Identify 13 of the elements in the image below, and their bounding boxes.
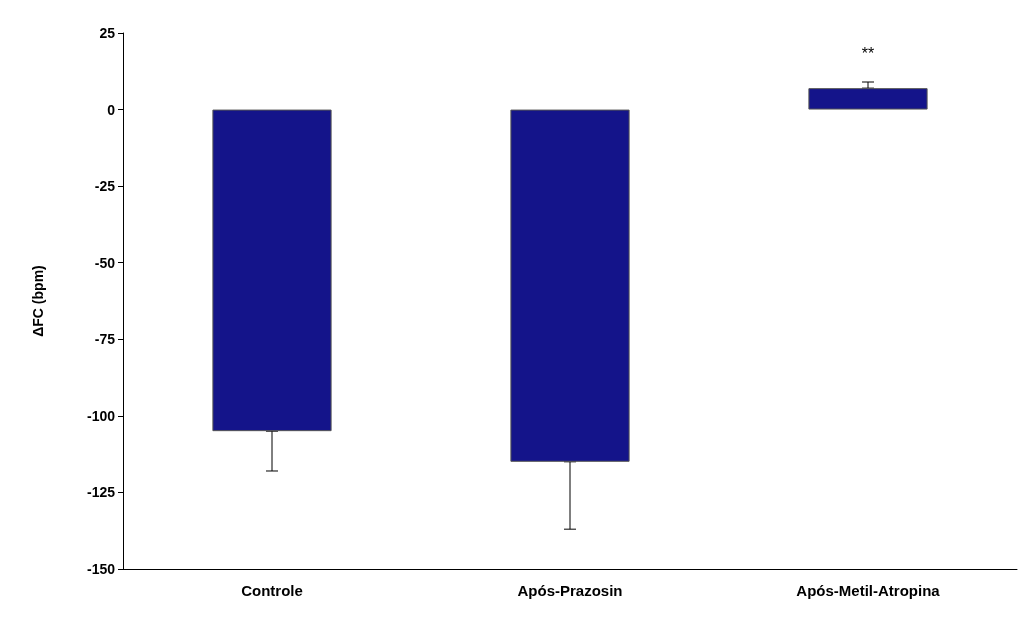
y-tick-label: 0 <box>107 101 116 118</box>
x-tick-label: Após-Prazosin <box>517 582 623 599</box>
x-tick-label: Após-Metil-Atropina <box>796 582 941 599</box>
y-tick-label: -150 <box>86 561 116 577</box>
y-tick-label: -100 <box>86 407 116 424</box>
y-tick-label: -50 <box>94 254 116 271</box>
y-tick-label: -125 <box>86 484 116 501</box>
x-tick-label: Controle <box>241 582 303 599</box>
y-tick-label: -75 <box>94 331 116 348</box>
y-axis-title: ΔFC (bpm) <box>30 265 46 337</box>
y-tick-label: 25 <box>99 25 116 41</box>
annotation: ** <box>861 44 875 62</box>
y-tick-label: -25 <box>94 178 116 195</box>
